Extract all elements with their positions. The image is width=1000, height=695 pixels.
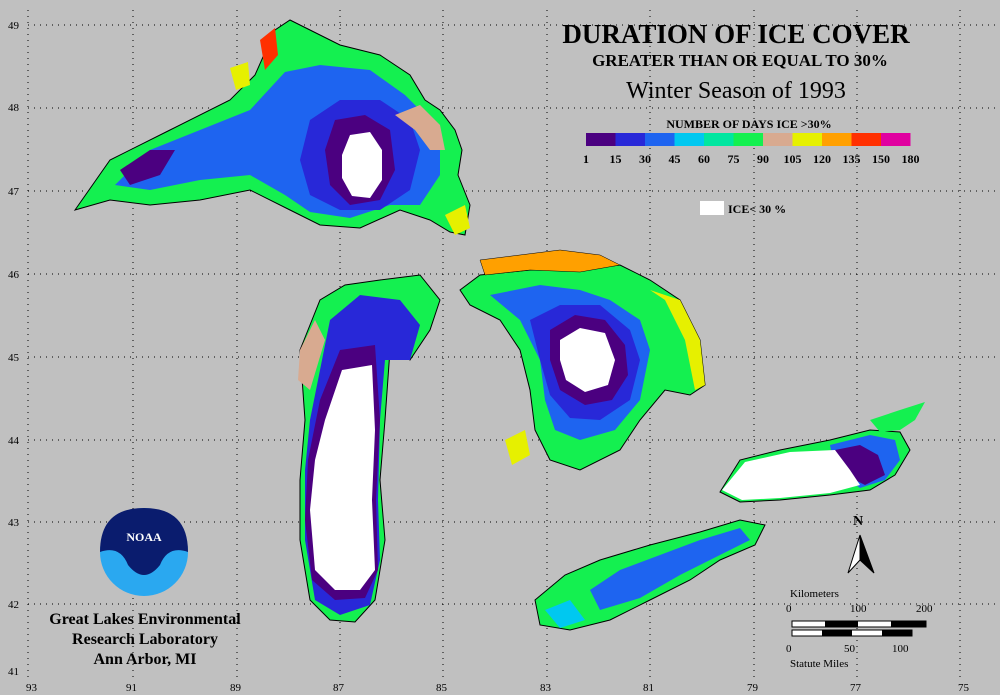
lake-michigan — [298, 274, 441, 623]
legend-color-box — [881, 133, 911, 146]
scale-mi-bar-segment — [882, 630, 912, 636]
legend-color-box — [733, 133, 763, 146]
lake-superior — [73, 19, 471, 236]
lat-label-46: 46 — [8, 269, 20, 281]
legend-tick-label: 150 — [872, 152, 890, 166]
legend-tick-label: 135 — [843, 152, 861, 166]
lat-label-47: 47 — [8, 186, 20, 198]
legend-tick-label: 60 — [698, 152, 710, 166]
scale-mi-label: Statute Miles — [790, 658, 848, 670]
scale-mi-tick-100: 100 — [892, 643, 909, 655]
legend-color-box — [586, 133, 616, 146]
legend-white-label: ICE< 30 % — [728, 202, 786, 216]
latitude-labels: 49 48 47 46 45 44 43 42 41 — [8, 20, 20, 678]
scale-mi-tick-50: 50 — [844, 643, 856, 655]
lat-label-42: 42 — [8, 599, 19, 611]
scale-mi-tick-0: 0 — [786, 643, 792, 655]
north-label: N — [853, 514, 863, 529]
lon-label-91: 91 — [126, 682, 137, 694]
lat-label-48: 48 — [8, 102, 20, 114]
legend-tick-label: 180 — [902, 152, 920, 166]
title-season: Winter Season of 1993 — [626, 78, 846, 104]
scale-km-bar-segment — [825, 621, 858, 627]
legend-tick-label: 45 — [669, 152, 681, 166]
lake-erie — [534, 519, 766, 631]
legend-tick-label: 90 — [757, 152, 769, 166]
noaa-logo: NOAA — [100, 508, 188, 596]
title-subtitle: GREATER THAN OR EQUAL TO 30% — [592, 51, 888, 70]
legend-tick-label: 105 — [784, 152, 802, 166]
legend-tick-label: 120 — [813, 152, 831, 166]
scale-km-tick-200: 200 — [916, 603, 933, 615]
legend-color-box — [822, 133, 852, 146]
legend-color-bar — [586, 133, 911, 146]
scale-km-tick-100: 100 — [850, 603, 867, 615]
scale-bar: Kilometers 0 100 200 0 50 100 Statute Mi… — [786, 588, 933, 670]
institution-line-2: Research Laboratory — [72, 631, 218, 648]
legend-tick-label: 30 — [639, 152, 651, 166]
lon-label-81: 81 — [643, 682, 654, 694]
title-main: DURATION OF ICE COVER — [562, 19, 910, 49]
lon-label-93: 93 — [26, 682, 38, 694]
legend-tick-label: 15 — [610, 152, 622, 166]
lake-huron — [459, 249, 706, 471]
legend-color-box — [645, 133, 675, 146]
lat-label-41: 41 — [8, 666, 19, 678]
legend-color-box — [615, 133, 645, 146]
lon-label-85: 85 — [436, 682, 448, 694]
legend-white-swatch — [700, 201, 724, 215]
north-arrow: N — [847, 514, 875, 574]
scale-km-tick-0: 0 — [786, 603, 792, 615]
lon-label-77: 77 — [850, 682, 862, 694]
legend-color-box — [792, 133, 822, 146]
institution-line-3: Ann Arbor, MI — [94, 651, 197, 668]
legend-color-box — [674, 133, 704, 146]
institution-line-1: Great Lakes Environmental — [49, 611, 241, 628]
legend-tick-label: 1 — [583, 152, 589, 166]
lon-label-89: 89 — [230, 682, 242, 694]
legend-tick-labels: 1 15 30 45 60 75 90 105 120 135 150 180 — [583, 152, 920, 166]
legend-title: NUMBER OF DAYS ICE >30% — [666, 117, 831, 131]
lat-label-49: 49 — [8, 20, 20, 32]
legend-color-box — [704, 133, 734, 146]
lat-label-43: 43 — [8, 517, 20, 529]
north-arrow-right-half — [859, 534, 875, 574]
legend-color-box — [851, 133, 881, 146]
lon-label-83: 83 — [540, 682, 552, 694]
noaa-logo-text: NOAA — [126, 530, 162, 544]
lon-label-79: 79 — [747, 682, 759, 694]
lake-ontario — [719, 402, 925, 503]
color-legend: NUMBER OF DAYS ICE >30% 1 15 30 45 60 75 90 105… — [583, 117, 920, 216]
noaa-logo-bird — [100, 508, 188, 575]
legend-tick-label: 75 — [728, 152, 740, 166]
lon-label-87: 87 — [333, 682, 345, 694]
longitude-labels: 93 91 89 87 85 83 81 79 77 75 — [26, 682, 970, 694]
scale-km-label: Kilometers — [790, 588, 839, 600]
institution-credit: Great Lakes Environmental Research Labor… — [49, 611, 241, 668]
lat-label-44: 44 — [8, 435, 20, 447]
legend-color-box — [763, 133, 793, 146]
lat-label-45: 45 — [8, 352, 20, 364]
scale-mi-bar-segment — [822, 630, 852, 636]
lon-label-75: 75 — [958, 682, 970, 694]
scale-km-bar-segment — [891, 621, 926, 627]
